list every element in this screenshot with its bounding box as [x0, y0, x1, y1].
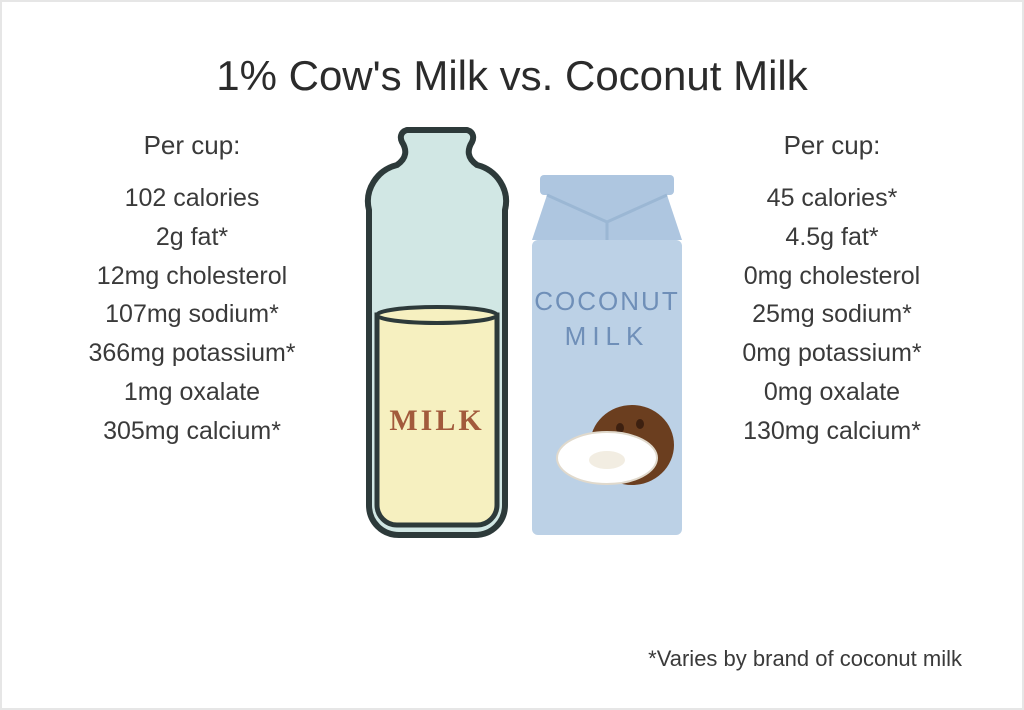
left-fact: 366mg potassium*: [62, 334, 322, 373]
footnote: *Varies by brand of coconut milk: [648, 646, 962, 672]
right-fact: 0mg potassium*: [702, 334, 962, 373]
left-fact: 107mg sodium*: [62, 295, 322, 334]
left-column: Per cup: 102 calories 2g fat* 12mg chole…: [62, 130, 322, 450]
milk-bottle-icon: MILK: [368, 130, 506, 535]
right-header: Per cup:: [702, 130, 962, 161]
content-row: Per cup: 102 calories 2g fat* 12mg chole…: [32, 130, 992, 550]
illustration: MILK COCONUT MILK: [322, 110, 702, 550]
milk-bottle-label: MILK: [389, 404, 484, 437]
left-fact: 305mg calcium*: [62, 412, 322, 451]
right-column: Per cup: 45 calories* 4.5g fat* 0mg chol…: [702, 130, 962, 450]
left-fact: 2g fat*: [62, 218, 322, 257]
right-fact: 0mg cholesterol: [702, 257, 962, 296]
coconut-carton-icon: COCONUT MILK: [532, 175, 682, 535]
carton-label-line1: COCONUT: [534, 286, 679, 316]
page-title: 1% Cow's Milk vs. Coconut Milk: [32, 52, 992, 100]
right-fact: 130mg calcium*: [702, 412, 962, 451]
infographic-container: 1% Cow's Milk vs. Coconut Milk Per cup: …: [0, 0, 1024, 710]
right-fact: 45 calories*: [702, 179, 962, 218]
right-fact: 4.5g fat*: [702, 218, 962, 257]
carton-label-line2: MILK: [565, 321, 650, 351]
right-fact: 25mg sodium*: [702, 295, 962, 334]
left-fact: 12mg cholesterol: [62, 257, 322, 296]
milk-illustration-svg: MILK COCONUT MILK: [322, 110, 702, 550]
right-fact: 0mg oxalate: [702, 373, 962, 412]
left-fact: 1mg oxalate: [62, 373, 322, 412]
left-fact: 102 calories: [62, 179, 322, 218]
left-header: Per cup:: [62, 130, 322, 161]
